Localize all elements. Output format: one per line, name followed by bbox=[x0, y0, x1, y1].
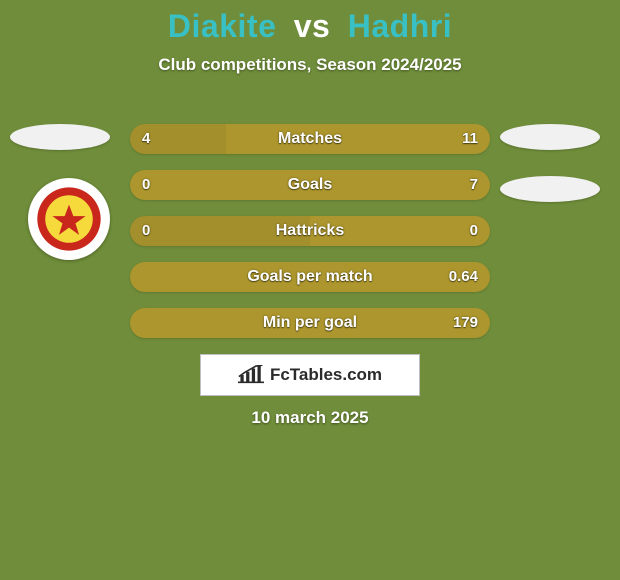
stat-fill-left bbox=[130, 124, 226, 154]
stat-row: Goals07 bbox=[130, 170, 490, 200]
stat-fill-left bbox=[130, 216, 310, 246]
stat-fill-right bbox=[130, 262, 490, 292]
title-left-player: Diakite bbox=[168, 8, 276, 44]
stat-fill-right bbox=[130, 308, 490, 338]
esperance-tunis-icon bbox=[33, 183, 105, 255]
player-team-oval-right-1 bbox=[500, 124, 600, 150]
stat-row: Min per goal179 bbox=[130, 308, 490, 338]
stat-row: Matches411 bbox=[130, 124, 490, 154]
title-separator: vs bbox=[294, 8, 331, 44]
stat-fill-right bbox=[310, 216, 490, 246]
club-logo-left bbox=[28, 178, 110, 260]
generated-date: 10 march 2025 bbox=[0, 408, 620, 428]
page-title: Diakite vs Hadhri bbox=[0, 0, 620, 45]
chart-icon bbox=[238, 365, 264, 385]
brand-text: FcTables.com bbox=[270, 365, 382, 385]
stat-bars: Matches411 Goals07 Hattricks00 Goals per ma… bbox=[130, 124, 490, 354]
player-team-oval-right-2 bbox=[500, 176, 600, 202]
subtitle: Club competitions, Season 2024/2025 bbox=[0, 55, 620, 75]
stat-row: Goals per match0.64 bbox=[130, 262, 490, 292]
title-right-player: Hadhri bbox=[348, 8, 452, 44]
stat-fill-right bbox=[226, 124, 490, 154]
player-team-oval-left bbox=[10, 124, 110, 150]
comparison-canvas: Diakite vs Hadhri Club competitions, Sea… bbox=[0, 0, 620, 580]
stat-fill-right bbox=[130, 170, 490, 200]
brand-box: FcTables.com bbox=[200, 354, 420, 396]
stat-row: Hattricks00 bbox=[130, 216, 490, 246]
